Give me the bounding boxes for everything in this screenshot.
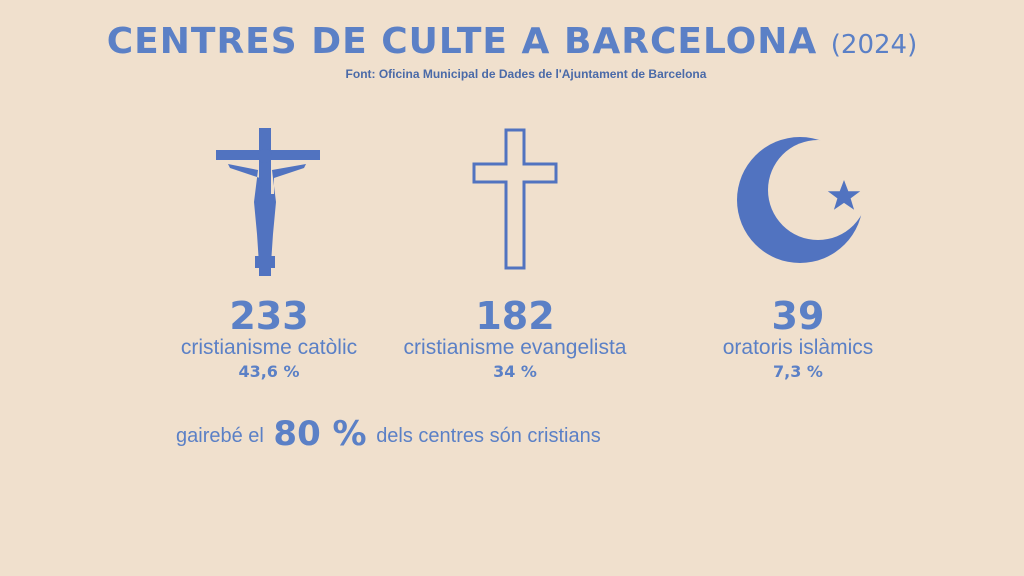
title-year: (2024) [830, 30, 918, 60]
crucifix-icon [216, 128, 320, 276]
count-islamic: 39 [771, 294, 825, 338]
label-evangelical: cristianisme evangelista [403, 336, 627, 359]
stat-catholic: 233 cristianisme catòlic 43,6 % [129, 124, 409, 384]
source-note: Font: Oficina Municipal de Dades de l'Aj… [345, 67, 707, 81]
summary-prefix: gairebé el [176, 425, 264, 447]
percent-islamic: 7,3 % [773, 362, 823, 381]
label-islamic: oratoris islàmics [722, 336, 874, 359]
summary-suffix: dels centres són cristians [376, 425, 601, 447]
cross-outline-icon [472, 128, 558, 270]
stat-islamic: 39 oratoris islàmics 7,3 % [658, 124, 938, 384]
label-catholic: cristianisme catòlic [180, 336, 358, 359]
count-evangelical: 182 [475, 294, 555, 338]
percent-catholic: 43,6 % [238, 362, 300, 381]
percent-evangelical: 34 % [493, 362, 537, 381]
title-text: CENTRES DE CULTE A BARCELONA [106, 21, 818, 62]
summary-value: 80 % [273, 414, 367, 454]
stat-evangelical: 182 cristianisme evangelista 34 % [375, 124, 655, 384]
crescent-star-icon [737, 137, 863, 263]
page-title: CENTRES DE CULTE A BARCELONA (2024) [0, 18, 1024, 69]
header: CENTRES DE CULTE A BARCELONA (2024) Font… [0, 18, 1024, 81]
count-catholic: 233 [229, 294, 309, 338]
summary-line: gairebé el 80 % dels centres són cristia… [176, 414, 601, 454]
